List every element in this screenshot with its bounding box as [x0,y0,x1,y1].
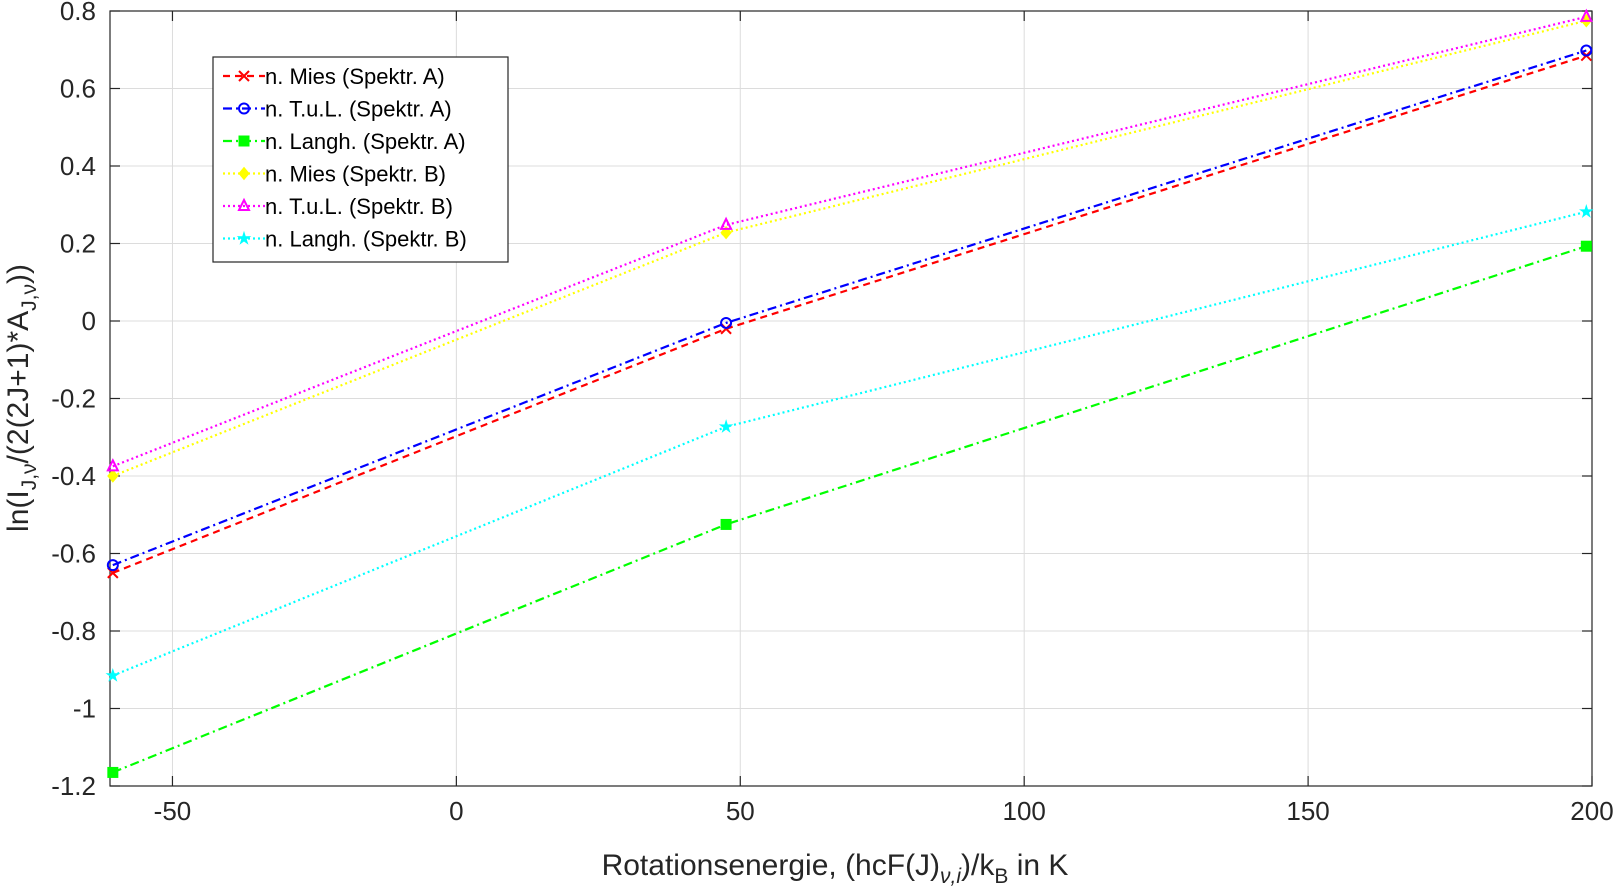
y-tick-label: -0.8 [51,616,96,646]
legend-marker [238,166,250,181]
data-point [1579,8,1593,22]
legend-label: n. T.u.L. (Spektr. B) [265,194,453,219]
series-3 [107,240,1592,778]
x-tick-label: 100 [1002,796,1045,826]
series-6 [105,204,1594,682]
marker-stroke [238,70,250,82]
x-tick-label: 50 [726,796,755,826]
data-point [1580,240,1592,252]
legend-entry: n. T.u.L. (Spektr. A) [223,97,452,122]
data-point [1580,44,1593,57]
data-point [719,216,733,230]
legend-marker [238,102,250,115]
data-point [105,668,121,682]
y-tick-label: -0.4 [51,461,96,491]
data-point [720,518,732,530]
legend-marker [238,70,250,82]
y-tick-label: -0.2 [51,384,96,414]
y-tick-label: 0.4 [60,151,96,181]
series-5 [106,8,1593,472]
tick-labels: -50 0 50 100 150 200 -1.2 -1 -0.8 -0.6 -0.4 -0.2 0 0.… [51,0,1614,826]
x-tick-label: -50 [154,796,192,826]
series-line [112,245,1587,774]
y-tick-label: -1 [73,694,96,724]
x-tick-label: 200 [1570,796,1613,826]
y-tick-label: -0.6 [51,539,96,569]
x-axis-label: Rotationsenergie, (hcF(J)ν,i)/kB in K [602,849,1069,888]
data-point [1579,204,1594,218]
series-line [112,19,1587,478]
y-tick-label: 0.6 [60,74,96,104]
legend-entry: n. T.u.L. (Spektr. B) [223,194,453,219]
y-tick-label: -1.2 [51,771,96,801]
series-2 [106,44,1593,572]
legend-entry: n. Langh. (Spektr. B) [223,227,467,252]
legend-label: n. T.u.L. (Spektr. A) [265,97,452,122]
legend: n. Mies (Spektr. A) n. T.u.L. (Spektr. A)… [212,56,509,263]
legend-marker [236,230,252,245]
series-line [112,210,1587,677]
data-point [107,766,119,778]
legend-label: n. Langh. (Spektr. A) [265,129,466,154]
data-point [106,458,120,472]
legend-label: n. Mies (Spektr. B) [265,162,446,187]
y-tick-label: 0.8 [60,0,96,26]
series-line [112,49,1587,567]
legend-marker [237,197,251,211]
series-layer [105,8,1594,778]
data-point [107,469,119,483]
legend-label: n. Mies (Spektr. A) [265,64,445,89]
legend-entry: n. Langh. (Spektr. A) [223,129,466,154]
legend-entry: n. Mies (Spektr. B) [223,162,446,187]
x-tick-label: 0 [449,796,463,826]
legend-marker [238,135,250,147]
y-axis-label: ln(IJ,ν/(2(2J+1)*AJ,ν)) [2,264,41,532]
data-point [720,316,733,329]
data-point [106,559,119,572]
data-point [718,419,734,433]
y-tick-label: 0 [82,306,96,336]
legend-box [212,56,509,263]
legend-entry: n. Mies (Spektr. A) [223,64,445,89]
y-tick-label: 0.2 [60,229,96,259]
legend-label: n. Langh. (Spektr. B) [265,227,467,252]
x-tick-label: 150 [1286,796,1329,826]
